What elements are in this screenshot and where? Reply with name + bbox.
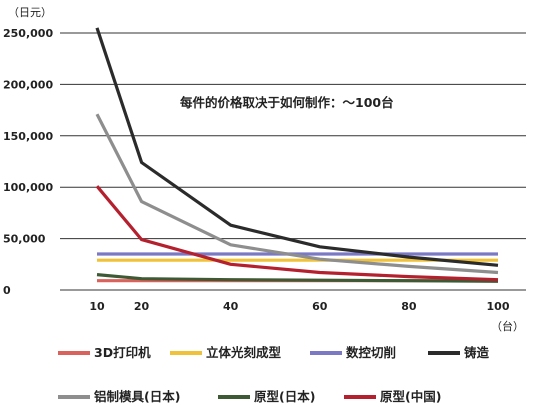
y-tick-label: 250,000 [3,27,53,40]
legend-label: 立体光刻成型 [206,345,282,360]
legend-label: 数控切削 [345,345,396,360]
y-tick-label: 50,000 [3,233,46,246]
x-tick-label: 10 [89,300,105,313]
legend-label: 原型(日本) [254,389,315,404]
y-axis-unit: （日元） [8,6,52,19]
legend-item: 数控切削 [310,345,396,360]
legend-item: 铸造 [428,345,490,360]
chart-annotation: 每件的价格取决于如何制作：～100台 [180,95,394,110]
legend-label: 铸造 [464,345,490,360]
legend-item: 3D打印机 [58,345,151,360]
series-lines [95,27,499,283]
grid [60,32,526,240]
y-tick-label: 150,000 [3,130,53,143]
y-tick-label: 200,000 [3,78,53,91]
x-tick-label: 80 [401,300,417,313]
legend-label: 原型(中国) [380,389,441,404]
series-line [95,27,499,267]
legend-item: 原型(日本) [218,389,315,404]
series-line [95,185,499,282]
x-tick-label: 60 [312,300,328,313]
series-line [95,113,499,275]
x-tick-label: 40 [223,300,239,313]
legend-label: 铝制模具(日本) [94,389,180,404]
x-tick-label: 100 [487,300,510,313]
axes: 0 50,000 100,000 150,000 200,000 250,000 10 20 4… [3,27,526,313]
y-tick-label: 100,000 [3,181,53,194]
x-tick-label: 20 [134,300,150,313]
x-axis-unit: （台） [491,319,524,333]
series-line [96,273,499,283]
legend-item: 原型(中国) [344,389,441,404]
legend-label: 3D打印机 [94,345,151,360]
legend-item: 立体光刻成型 [170,345,282,360]
legend-item: 铝制模具(日本) [58,389,180,404]
y-tick-label: 0 [3,284,11,297]
